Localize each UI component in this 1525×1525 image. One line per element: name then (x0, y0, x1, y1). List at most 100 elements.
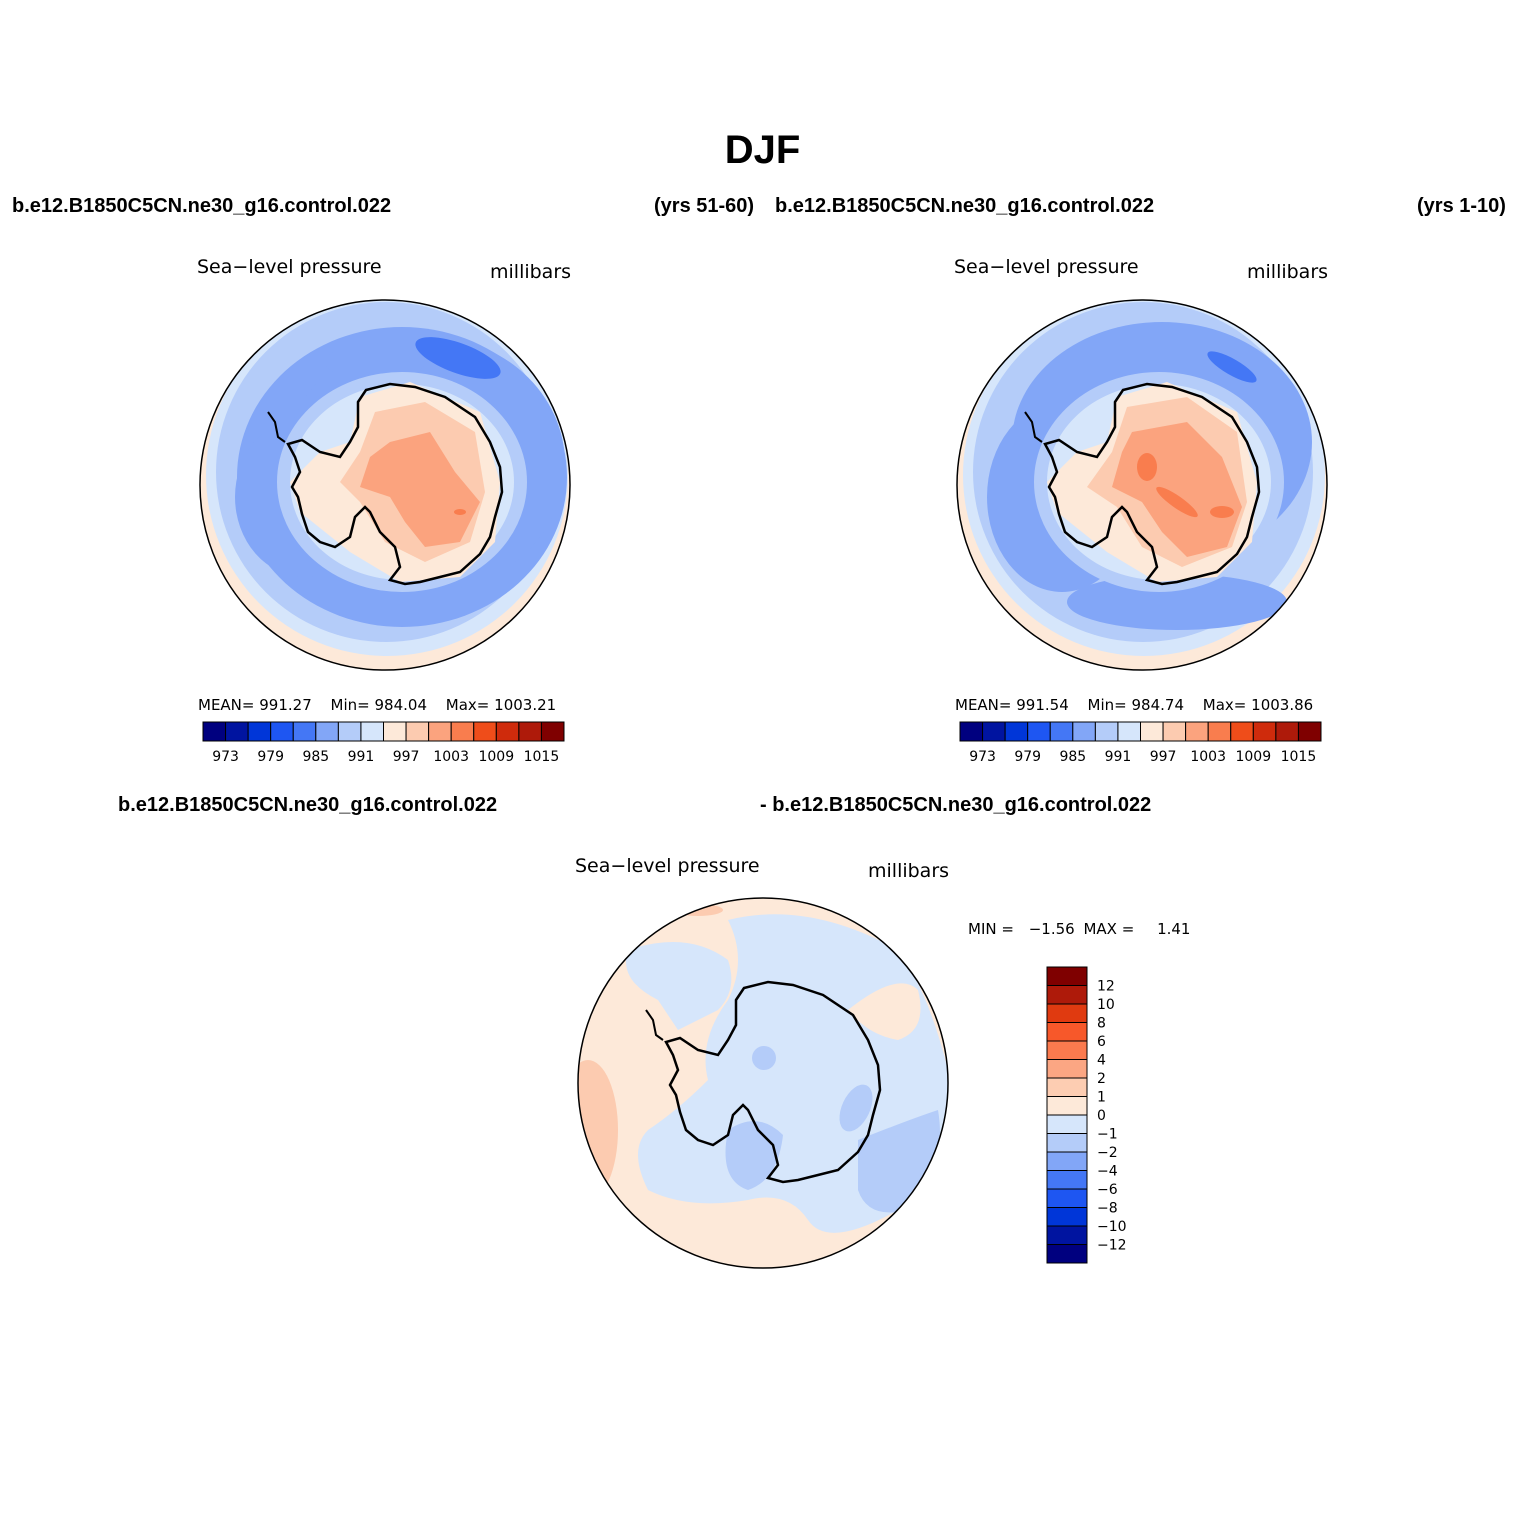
diff-max-value: 1.41 (1157, 920, 1191, 938)
diff-colorbar-swatch (1046, 1170, 1088, 1190)
panel-2-map-border (956, 299, 1328, 671)
colorbar-swatch (292, 721, 317, 742)
panel-2-mean-value: 991.54 (1016, 696, 1069, 714)
diff-min-label: MIN = (968, 920, 1014, 938)
diff-colorbar-tick-label: 10 (1097, 997, 1115, 1013)
colorbar-tick-label: 997 (1150, 749, 1177, 765)
diff-min-value: −1.56 (1028, 920, 1075, 938)
panel-2-polar-map (956, 299, 1328, 671)
diff-colorbar-swatch (1046, 966, 1088, 986)
colorbar-swatch (405, 721, 430, 742)
diff-colorbar-swatch (1046, 1096, 1088, 1116)
panel-1-max-label: Max= (445, 696, 490, 714)
diff-colorbar-swatch (1046, 1022, 1088, 1042)
diff-colorbar-swatch (1046, 1207, 1088, 1227)
diff-colorbar-tick-label: 4 (1097, 1053, 1106, 1069)
panel-2-years: (yrs 1-10) (1417, 195, 1506, 217)
colorbar-swatch (1072, 721, 1096, 742)
panel-1-polar-map (199, 299, 571, 671)
colorbar-tick-label: 1015 (524, 749, 560, 765)
colorbar-swatch (360, 721, 384, 742)
diff-colorbar-swatch (1046, 1059, 1088, 1079)
diff-colorbar-swatch (1046, 1114, 1088, 1134)
diff-colorbar-tick-label: 6 (1097, 1034, 1106, 1050)
colorbar-swatch (1252, 721, 1277, 742)
colorbar-swatch (428, 721, 452, 742)
colorbar-swatch (982, 721, 1006, 742)
diff-colorbar-tick-label: 0 (1097, 1108, 1106, 1124)
diff-colorbar-swatch (1046, 1225, 1088, 1245)
colorbar-swatch (1275, 721, 1299, 742)
colorbar-swatch (247, 721, 272, 742)
diff-max-label: MAX = (1083, 920, 1135, 938)
colorbar-swatch (315, 721, 339, 742)
diff-units: millibars (868, 860, 950, 882)
colorbar-tick-label: 997 (393, 749, 420, 765)
panel-2-antarctica-coastline (1043, 382, 1261, 586)
colorbar-swatch (383, 721, 407, 742)
diff-colorbar-tick-label: −6 (1097, 1182, 1118, 1198)
colorbar-swatch (473, 721, 497, 742)
panel-2-stats: MEAN= 991.54 Min= 984.74 Max= 1003.86 (955, 696, 1313, 714)
diff-colorbar-swatch (1046, 1188, 1088, 1208)
diff-polar-map (577, 897, 949, 1269)
panel-2-min-label: Min= (1087, 696, 1127, 714)
colorbar-swatch (540, 721, 565, 742)
diff-variable: Sea−level pressure (575, 855, 760, 877)
colorbar-tick-label: 991 (1105, 749, 1132, 765)
panel-1-variable: Sea−level pressure (197, 256, 382, 278)
colorbar-swatch (1230, 721, 1254, 742)
diff-case-b: - b.e12.B1850C5CN.ne30_g16.control.022 (760, 794, 1152, 816)
diff-colorbar-tick-label: 8 (1097, 1016, 1106, 1032)
colorbar-swatch (225, 721, 249, 742)
panel-1-antarctica-coastline (286, 382, 504, 586)
diff-colorbar-tick-label: −12 (1097, 1238, 1127, 1254)
panel-1-mean-value: 991.27 (259, 696, 312, 714)
panel-1-case-name: b.e12.B1850C5CN.ne30_g16.control.022 (12, 195, 392, 217)
diff-colorbar-swatch (1046, 1244, 1088, 1264)
diff-colorbar-tick-label: 12 (1097, 979, 1115, 995)
colorbar-swatch (518, 721, 542, 742)
colorbar-tick-label: 985 (1059, 749, 1086, 765)
diff-colorbar-tick-label: 1 (1097, 1090, 1106, 1106)
colorbar-swatch (337, 721, 362, 742)
panel-1-years: (yrs 51-60) (654, 195, 755, 217)
panel-2-case-name: b.e12.B1850C5CN.ne30_g16.control.022 (775, 195, 1155, 217)
diff-colorbar-tick-label: −4 (1097, 1164, 1118, 1180)
panel-2-max-value: 1003.86 (1251, 696, 1314, 714)
diff-colorbar-tick-label: 2 (1097, 1071, 1106, 1087)
diff-colorbar-swatch (1046, 1151, 1088, 1171)
colorbar-tick-label: 1003 (1190, 749, 1226, 765)
colorbar-swatch (1162, 721, 1187, 742)
colorbar-swatch (1207, 721, 1232, 742)
panel-1-stats: MEAN= 991.27 Min= 984.04 Max= 1003.21 (198, 696, 556, 714)
colorbar-tick-label: 973 (969, 749, 996, 765)
panel-2-min-value: 984.74 (1131, 696, 1185, 714)
colorbar-tick-label: 979 (1014, 749, 1041, 765)
diff-map-border (577, 897, 949, 1269)
diff-colorbar-tick-label: −8 (1097, 1201, 1118, 1217)
panel-1-map-border (199, 299, 571, 671)
colorbar-swatch (1004, 721, 1029, 742)
colorbar-swatch (959, 721, 984, 742)
colorbar-tick-label: 1003 (433, 749, 469, 765)
diff-colorbar-swatch (1046, 1133, 1088, 1153)
panel-1-colorbar: 973 979 985 991 997 1003 1009 1015 (202, 721, 565, 765)
colorbar-swatch (1185, 721, 1209, 742)
page-title: DJF (724, 128, 801, 172)
colorbar-swatch (1297, 721, 1322, 742)
colorbar-swatch (1117, 721, 1141, 742)
panel-1-max-value: 1003.21 (494, 696, 557, 714)
colorbar-swatch (495, 721, 520, 742)
diff-case-a: b.e12.B1850C5CN.ne30_g16.control.022 (118, 794, 498, 816)
panel-2-max-label: Max= (1202, 696, 1247, 714)
colorbar-tick-label: 973 (212, 749, 239, 765)
colorbar-swatch (1049, 721, 1074, 742)
diff-stats: MIN = −1.56 MAX = 1.41 (968, 920, 1190, 938)
colorbar-tick-label: 1015 (1281, 749, 1317, 765)
colorbar-swatch (202, 721, 227, 742)
panel-1-min-value: 984.04 (374, 696, 428, 714)
colorbar-swatch (270, 721, 294, 742)
diff-colorbar-swatch (1046, 1040, 1088, 1060)
